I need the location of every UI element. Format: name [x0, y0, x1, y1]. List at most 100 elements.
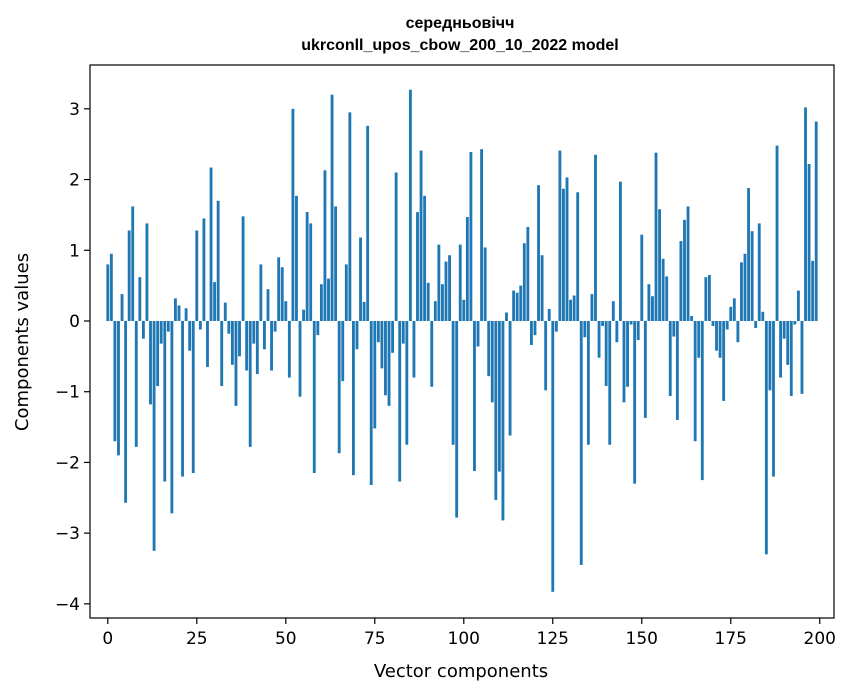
bar-178	[740, 262, 743, 321]
bar-197	[807, 164, 811, 321]
bar-7	[131, 206, 135, 321]
bar-136	[590, 294, 594, 321]
bar-10	[141, 320, 145, 339]
bar-118	[526, 226, 530, 321]
bar-163	[686, 206, 690, 321]
bar-187	[772, 320, 775, 477]
bar-115	[515, 292, 519, 321]
y-tick-label: −2	[55, 453, 80, 473]
bar-24	[191, 320, 195, 474]
bar-168	[704, 277, 708, 321]
bar-180	[747, 188, 750, 321]
bar-160	[675, 320, 679, 420]
bar-150	[640, 234, 644, 321]
bar-27	[202, 218, 206, 321]
bar-42	[255, 320, 259, 375]
bar-17	[166, 320, 170, 332]
bar-104	[476, 320, 480, 347]
bar-173	[722, 320, 726, 401]
bar-19	[174, 298, 177, 321]
bar-62	[327, 278, 330, 321]
bar-45	[266, 289, 270, 321]
bar-121	[537, 185, 540, 321]
bar-60	[319, 284, 323, 321]
x-tick-label: 0	[102, 629, 113, 649]
bar-135	[586, 320, 590, 445]
bar-51	[287, 320, 291, 378]
bar-30	[213, 282, 217, 321]
bar-155	[658, 209, 661, 321]
bar-28	[206, 320, 209, 367]
bar-116	[519, 285, 523, 321]
bar-195	[800, 320, 804, 394]
bar-99	[458, 244, 462, 321]
bar-78	[384, 320, 387, 396]
bar-89	[423, 195, 427, 321]
bar-32	[220, 320, 224, 387]
bars-group	[106, 89, 818, 592]
bar-184	[761, 311, 765, 321]
chart-subtitle: ukrconll_upos_cbow_200_10_2022 model	[301, 37, 618, 54]
bar-179	[743, 253, 747, 321]
bar-189	[779, 320, 783, 378]
bar-133	[579, 320, 583, 565]
bar-101	[465, 217, 469, 321]
x-axis-label: Vector components	[374, 661, 548, 682]
bar-108	[490, 320, 494, 403]
bar-162	[683, 219, 686, 321]
plot-frame	[89, 64, 835, 619]
y-tick-label: 1	[69, 241, 80, 261]
bar-2	[113, 320, 117, 442]
bar-38	[241, 216, 245, 321]
bar-34	[227, 320, 231, 334]
bar-36	[234, 320, 238, 406]
bar-21	[181, 320, 184, 477]
bar-105	[480, 149, 484, 321]
bar-26	[198, 320, 202, 330]
bar-82	[398, 320, 402, 482]
bar-14	[156, 320, 160, 387]
bar-190	[782, 320, 786, 339]
bar-57	[309, 223, 313, 321]
bar-74	[369, 320, 373, 486]
bar-40	[248, 320, 252, 447]
bar-37	[238, 320, 241, 357]
bar-31	[216, 200, 220, 321]
bar-67	[344, 264, 348, 321]
bar-156	[661, 258, 665, 321]
bar-100	[462, 299, 466, 321]
bar-125	[551, 320, 555, 592]
bar-186	[768, 320, 772, 391]
bar-183	[757, 223, 761, 321]
bar-44	[263, 320, 266, 350]
bar-166	[697, 320, 701, 358]
bar-68	[348, 112, 352, 321]
bar-70	[355, 320, 359, 350]
bar-174	[725, 320, 729, 330]
bar-1	[109, 253, 113, 321]
x-tick-label: 200	[804, 629, 836, 649]
bar-111	[501, 320, 505, 521]
bar-33	[223, 302, 227, 321]
bar-175	[729, 306, 733, 321]
bar-52	[291, 108, 295, 321]
bar-181	[750, 231, 754, 321]
bar-138	[597, 320, 601, 358]
x-tick-label: 100	[448, 629, 480, 649]
bar-119	[529, 320, 533, 346]
bar-128	[562, 188, 565, 321]
bar-0	[106, 264, 110, 321]
bar-161	[679, 241, 683, 321]
bar-35	[230, 320, 234, 365]
bar-18	[170, 320, 174, 514]
bar-90	[426, 282, 430, 321]
bar-146	[626, 320, 629, 387]
bar-84	[405, 320, 409, 445]
bar-154	[654, 152, 658, 321]
bar-182	[754, 320, 758, 329]
bar-188	[775, 145, 779, 321]
bar-79	[387, 320, 391, 406]
bar-23	[188, 320, 192, 351]
bar-56	[305, 212, 309, 321]
bar-137	[594, 154, 597, 321]
